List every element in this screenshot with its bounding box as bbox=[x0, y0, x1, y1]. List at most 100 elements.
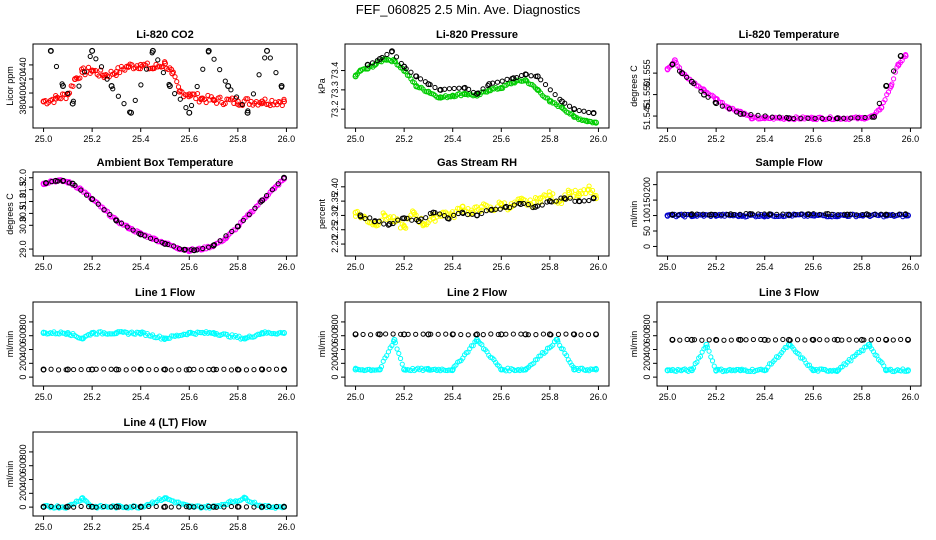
data-point bbox=[902, 211, 909, 218]
data-point bbox=[417, 76, 424, 82]
data-point bbox=[210, 329, 217, 336]
data-point bbox=[737, 336, 744, 343]
data-point bbox=[52, 177, 59, 184]
y-tick-label-sampleflow: 0 bbox=[642, 244, 652, 249]
y-tick-label-line1: 800 bbox=[18, 314, 28, 329]
y-tick-label-line2: 800 bbox=[330, 314, 340, 329]
data-point bbox=[583, 117, 590, 124]
data-point bbox=[264, 47, 271, 54]
y-axis-label-ambient: degrees C bbox=[5, 193, 15, 235]
x-tick-label-line2: 26.0 bbox=[590, 392, 608, 402]
data-point bbox=[853, 337, 860, 343]
data-point bbox=[413, 73, 420, 80]
x-tick-label-rh: 25.6 bbox=[493, 262, 511, 272]
data-point bbox=[78, 366, 84, 373]
data-point bbox=[829, 116, 835, 123]
x-tick-label-co2: 25.8 bbox=[229, 134, 247, 144]
data-point bbox=[86, 504, 92, 510]
data-point bbox=[878, 211, 884, 217]
x-tick-label-line1: 25.2 bbox=[83, 392, 101, 402]
data-point bbox=[458, 331, 464, 338]
data-point bbox=[381, 221, 387, 227]
data-point bbox=[200, 245, 206, 252]
x-tick-label-ambient: 25.8 bbox=[229, 262, 247, 272]
data-point bbox=[805, 115, 811, 121]
data-point bbox=[556, 198, 563, 205]
x-tick-label-temperature: 26.0 bbox=[902, 134, 920, 144]
x-tick-label-line1: 25.8 bbox=[229, 392, 247, 402]
data-point bbox=[664, 65, 671, 72]
panel-co2: Li-820 CO2 25.0 25.2 25.4 25.6 25.8 26.0 380400… bbox=[5, 29, 298, 144]
data-point bbox=[810, 115, 817, 122]
data-point bbox=[131, 503, 137, 509]
data-point bbox=[386, 221, 393, 228]
data-point bbox=[890, 337, 896, 343]
data-point bbox=[98, 67, 104, 73]
figure-title: FEF_060825 2.5 Min. Ave. Diagnostics bbox=[356, 2, 581, 17]
panel-rh: Gas Stream RH 25.0 25.2 25.4 25.6 25.8 26.0 2.2… bbox=[317, 157, 610, 272]
x-tick-label-line3: 25.6 bbox=[805, 392, 823, 402]
data-point bbox=[198, 504, 204, 510]
data-point bbox=[504, 76, 510, 82]
series-rh-1 bbox=[357, 195, 597, 228]
data-point bbox=[727, 211, 734, 218]
data-point bbox=[497, 206, 503, 212]
data-point bbox=[125, 63, 132, 70]
x-tick-label-line2: 25.4 bbox=[444, 392, 462, 402]
data-point bbox=[897, 52, 904, 59]
data-point bbox=[846, 337, 852, 343]
data-point bbox=[138, 82, 144, 88]
data-point bbox=[252, 205, 258, 211]
data-point bbox=[546, 192, 553, 199]
data-point bbox=[110, 331, 116, 337]
data-point bbox=[149, 65, 156, 72]
data-point bbox=[688, 336, 695, 343]
data-point bbox=[731, 212, 737, 218]
y-tick-label-line2: 0 bbox=[330, 375, 340, 380]
data-point bbox=[706, 337, 712, 343]
y-tick-label-line4: 800 bbox=[18, 444, 28, 459]
data-point bbox=[461, 90, 468, 97]
data-point bbox=[367, 332, 374, 338]
y-tick-label-line4: 200 bbox=[18, 486, 28, 501]
data-point bbox=[183, 105, 189, 111]
y-tick-label-line2: 200 bbox=[330, 356, 340, 371]
data-point bbox=[761, 115, 768, 122]
data-point bbox=[213, 366, 219, 373]
data-point bbox=[71, 504, 77, 510]
data-point bbox=[737, 110, 744, 117]
data-point bbox=[415, 218, 422, 225]
data-point bbox=[391, 57, 398, 64]
data-point bbox=[78, 503, 84, 510]
x-tick-label-line2: 25.6 bbox=[493, 392, 511, 402]
data-point bbox=[267, 102, 273, 109]
data-point bbox=[744, 368, 750, 374]
data-point bbox=[589, 366, 596, 372]
x-tick-label-line1: 25.6 bbox=[181, 392, 199, 402]
data-point bbox=[718, 212, 725, 218]
data-point bbox=[694, 359, 700, 365]
data-point bbox=[761, 367, 768, 374]
data-point bbox=[430, 209, 437, 216]
data-point bbox=[576, 192, 583, 199]
data-point bbox=[176, 367, 182, 373]
data-point bbox=[664, 367, 671, 374]
data-point bbox=[155, 57, 161, 63]
data-point bbox=[78, 187, 84, 193]
data-point bbox=[172, 74, 178, 80]
x-tick-label-sampleflow: 25.8 bbox=[853, 262, 871, 272]
data-point bbox=[554, 336, 561, 343]
data-point bbox=[532, 203, 539, 210]
data-point bbox=[183, 504, 189, 510]
data-point bbox=[177, 96, 183, 102]
data-point bbox=[449, 331, 456, 338]
data-point bbox=[124, 224, 130, 230]
y-tick-label-pressure: 73.3 bbox=[330, 81, 340, 99]
data-point bbox=[847, 211, 853, 217]
x-tick-label-rh: 25.4 bbox=[444, 262, 462, 272]
data-point bbox=[378, 217, 385, 223]
data-point bbox=[179, 89, 185, 95]
data-point bbox=[262, 55, 268, 61]
data-point bbox=[170, 69, 176, 75]
